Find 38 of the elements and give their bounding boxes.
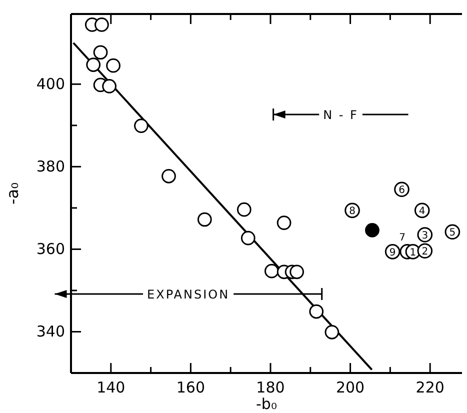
x-axis-title: -b₀ [256, 395, 277, 413]
point [197, 212, 212, 227]
point [162, 169, 176, 184]
y-tick-label: 360 [36, 240, 65, 258]
series-label: 3 [422, 230, 428, 242]
y-tick-label: 340 [36, 322, 65, 341]
point [365, 223, 380, 238]
series-label: 8 [349, 206, 356, 218]
series-label: 7 [399, 232, 406, 244]
point [86, 58, 101, 72]
series-label: 4 [418, 206, 426, 218]
series-label: 9 [389, 247, 396, 258]
annotation: N - F [323, 108, 358, 122]
y-axis-title: -a₀ [3, 182, 22, 204]
series-label: 2 [422, 246, 428, 258]
point [264, 264, 279, 278]
x-tick-label: 140 [96, 378, 126, 396]
point [324, 324, 340, 340]
x-tick-label: 220 [416, 378, 444, 396]
point [134, 118, 148, 133]
point [290, 264, 304, 280]
point [276, 216, 292, 230]
x-tick-label: 160 [176, 378, 206, 396]
x-tick-label: 180 [256, 378, 285, 396]
point [93, 45, 108, 60]
series-label: 5 [449, 227, 456, 238]
point [309, 304, 324, 319]
point [94, 18, 109, 32]
point [236, 202, 252, 217]
series-label: 6 [398, 184, 405, 196]
y-tick-label: 400 [36, 74, 65, 93]
series-label: 1 [410, 247, 416, 258]
annotation: EXPANSION [147, 287, 230, 302]
point [240, 230, 256, 246]
y-tick-label: 380 [36, 157, 65, 176]
point [102, 79, 116, 94]
x-tick-label: 200 [336, 378, 365, 396]
point [106, 58, 120, 73]
